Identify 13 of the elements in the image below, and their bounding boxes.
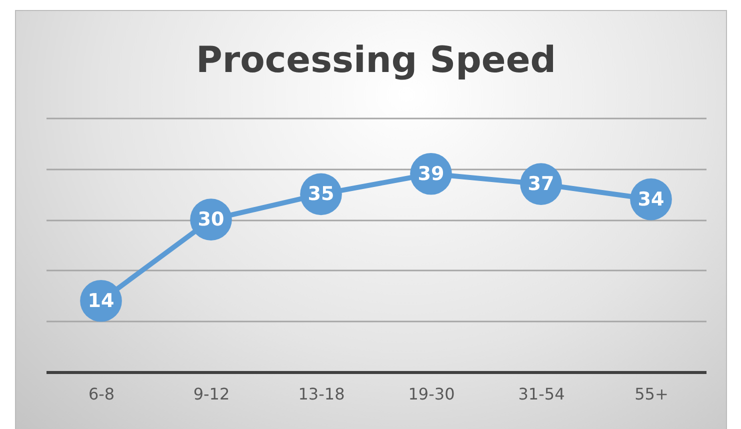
x-tick-label: 19-30 <box>408 384 455 404</box>
data-label: 37 <box>528 173 554 196</box>
data-label: 30 <box>198 208 224 231</box>
x-tick-label: 13-18 <box>298 384 345 404</box>
chart-title: Processing Speed <box>196 40 556 81</box>
x-tick-label: 9-12 <box>193 384 230 404</box>
x-tick-label: 55+ <box>634 384 668 404</box>
data-label: 35 <box>308 183 334 206</box>
x-tick-label: 6-8 <box>88 384 115 404</box>
x-tick-label: 31-54 <box>518 384 565 404</box>
data-label: 14 <box>88 290 114 312</box>
data-label: 39 <box>418 162 444 185</box>
data-label: 34 <box>638 188 664 210</box>
